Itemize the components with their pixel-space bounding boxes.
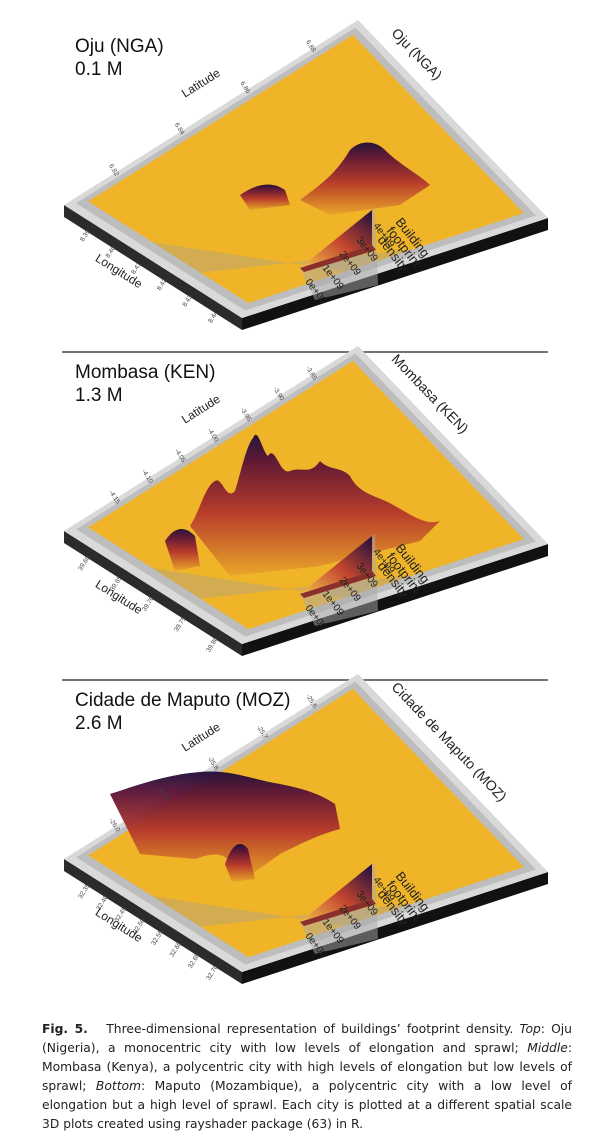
relief	[225, 844, 255, 882]
caption-top-label: Top	[519, 1022, 541, 1036]
panel-title: Oju (NGA)	[75, 36, 164, 57]
panel: Mombasa (KEN)1.3 M-4.15-4.10-4.05-4.00-3…	[64, 346, 548, 656]
caption-middle-text: : Mombasa (Kenya), a polycentric city wi…	[42, 1041, 572, 1093]
panel-title: Cidade de Maputo (MOZ)	[75, 690, 290, 711]
legend-wedge	[300, 210, 372, 268]
relief	[190, 434, 440, 576]
slab-side	[64, 205, 242, 330]
panel: Cidade de Maputo (MOZ)2.6 M-26.0-25.9-25…	[64, 674, 548, 984]
relief	[165, 529, 200, 571]
legend-wedge	[300, 864, 372, 922]
relief	[300, 142, 430, 215]
panel-population: 2.6 M	[75, 713, 123, 734]
slab-side	[242, 218, 548, 330]
legend-wedge-side	[300, 245, 376, 272]
caption-intro: Three-dimensional representation of buil…	[106, 1022, 514, 1036]
y-axis-label: Latitude	[179, 720, 223, 755]
legend-wedge-side	[300, 571, 376, 598]
slab-side	[242, 872, 548, 984]
figure: Oju (NGA)0.1 M6.826.846.866.88Latitude8.…	[62, 20, 548, 984]
caption-top-text: : Oju (Nigeria), a monocentric city with…	[42, 1022, 572, 1055]
slab-side	[64, 859, 242, 984]
caption-middle-label: Middle	[527, 1041, 568, 1055]
panel-population: 0.1 M	[75, 59, 123, 80]
legend-wedge	[300, 536, 372, 594]
panel-title: Mombasa (KEN)	[75, 362, 215, 383]
relief	[110, 771, 340, 879]
caption-bottom-text: : Maputo (Mozambique), a polycentric cit…	[42, 1079, 572, 1131]
y-axis-label: Latitude	[179, 392, 223, 427]
caption-bottom-label: Bottom	[95, 1079, 142, 1093]
caption-label: Fig. 5.	[42, 1022, 88, 1036]
legend-wedge-side	[300, 899, 376, 926]
caption: Fig. 5. Three-dimensional representation…	[42, 1020, 572, 1134]
panel-population: 1.3 M	[75, 385, 123, 406]
slab-side	[64, 531, 242, 656]
panel: Oju (NGA)0.1 M6.826.846.866.88Latitude8.…	[64, 20, 548, 330]
y-axis-label: Latitude	[179, 66, 223, 101]
relief	[240, 184, 290, 210]
plot-surface	[88, 34, 524, 304]
slab-side	[242, 544, 548, 656]
